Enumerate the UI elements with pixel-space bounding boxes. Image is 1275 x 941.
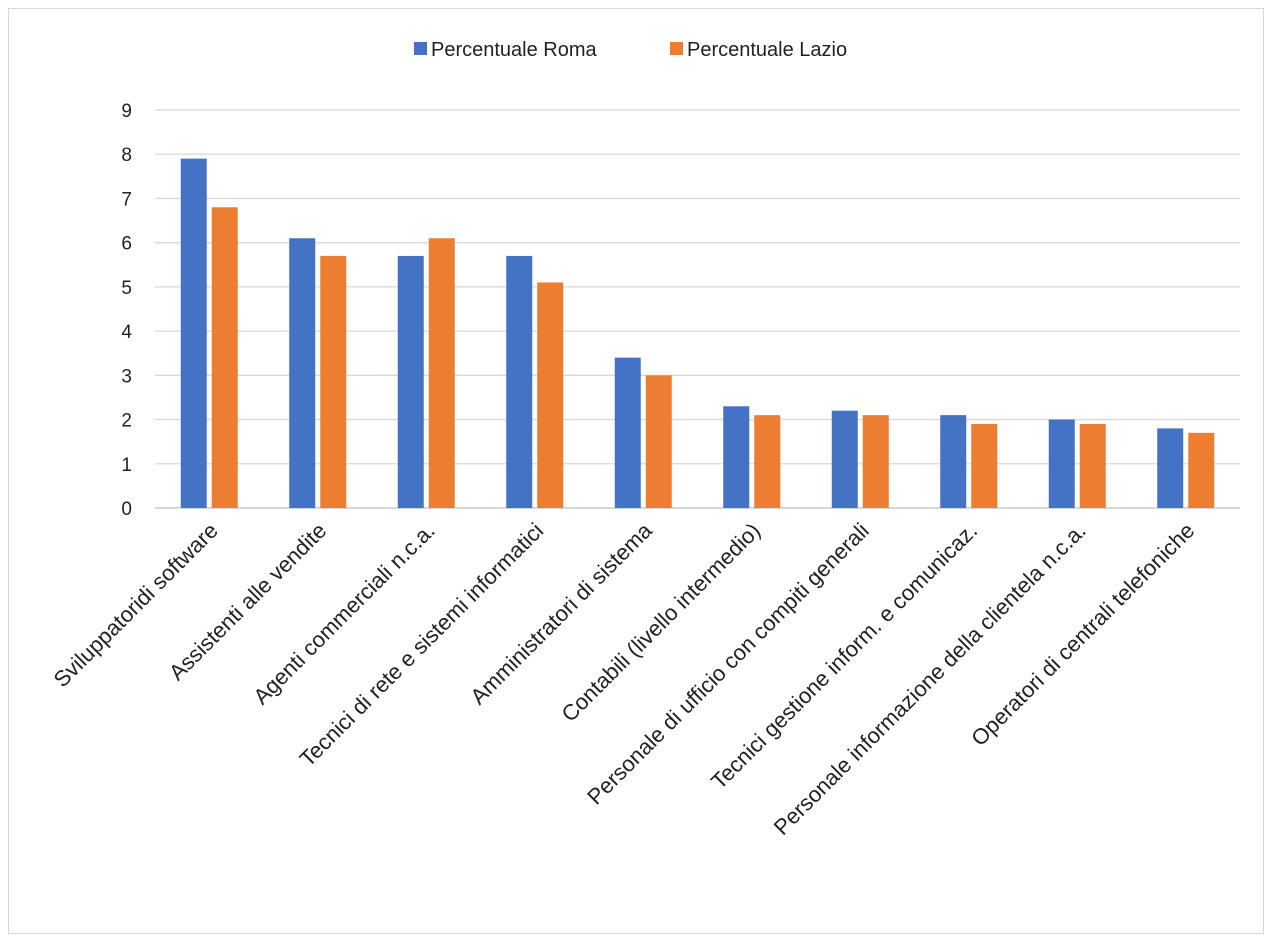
y-tick-label: 1 xyxy=(121,455,132,476)
legend: Percentuale Roma Percentuale Lazio xyxy=(414,39,847,61)
bar-lazio xyxy=(537,282,564,508)
category-label: Contabili (livello intermedio) xyxy=(557,518,766,727)
y-tick-label: 7 xyxy=(121,189,132,210)
bar-lazio xyxy=(862,415,889,508)
category-label: Operatori di centrali telefoniche xyxy=(966,518,1199,751)
y-tick-label: 9 xyxy=(121,101,132,122)
legend-swatch-lazio xyxy=(670,42,683,55)
y-tick-label: 0 xyxy=(121,499,132,520)
bar-lazio xyxy=(320,255,347,508)
legend-label-roma: Percentuale Roma xyxy=(431,39,598,61)
bar-roma xyxy=(723,406,750,508)
y-tick-label: 2 xyxy=(121,411,132,432)
bar-roma xyxy=(180,158,207,508)
category-label: Tecnici di rete e sistemi informatici xyxy=(295,518,549,772)
y-tick-label: 8 xyxy=(121,145,132,166)
bar-lazio xyxy=(645,375,672,508)
y-axis-ticks: 0 1 2 3 4 5 6 7 8 9 xyxy=(121,101,132,520)
bar-roma xyxy=(614,357,641,508)
bar-roma xyxy=(397,255,424,508)
gridlines xyxy=(155,109,1240,509)
bar-roma xyxy=(1157,428,1184,508)
category-label: Amministratori di sistema xyxy=(465,517,657,709)
legend-label-lazio: Percentuale Lazio xyxy=(687,39,847,61)
y-tick-label: 3 xyxy=(121,366,132,387)
bar-lazio xyxy=(428,238,455,508)
y-tick-label: 5 xyxy=(121,278,132,299)
category-label: Agenti commerciali n.c.a. xyxy=(248,518,439,709)
bar-lazio xyxy=(971,423,998,508)
bar-lazio xyxy=(754,415,781,508)
bar-lazio xyxy=(1188,432,1215,508)
bar-roma xyxy=(1048,419,1075,508)
y-tick-label: 6 xyxy=(121,234,132,255)
legend-swatch-roma xyxy=(414,42,427,55)
bars xyxy=(180,158,1215,509)
y-tick-label: 4 xyxy=(121,322,132,343)
bar-roma xyxy=(940,415,967,508)
bar-lazio xyxy=(211,207,238,509)
bar-roma xyxy=(289,238,316,508)
bar-lazio xyxy=(1079,423,1106,508)
bar-roma xyxy=(831,410,858,508)
bar-roma xyxy=(506,255,533,508)
